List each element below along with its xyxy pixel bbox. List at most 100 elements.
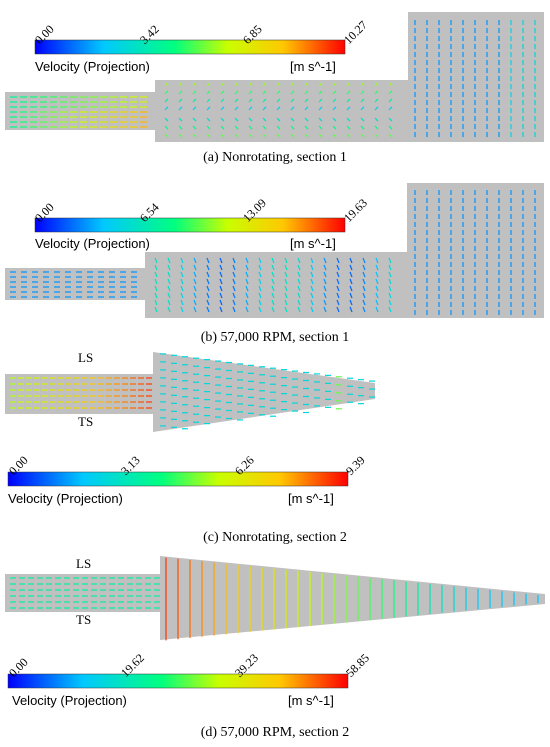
velocity-vector xyxy=(206,306,210,313)
velocity-vector xyxy=(219,271,223,278)
velocity-vector xyxy=(318,133,323,138)
velocity-vector xyxy=(290,82,295,87)
velocity-vector xyxy=(220,125,225,130)
velocity-vector xyxy=(206,98,211,103)
velocity-vector xyxy=(164,98,169,103)
velocity-vector xyxy=(234,133,239,138)
velocity-vector xyxy=(284,271,288,278)
velocity-vector xyxy=(180,278,184,285)
velocity-vector xyxy=(362,264,366,271)
velocity-vector xyxy=(232,278,236,285)
velocity-vector xyxy=(297,285,301,292)
velocity-vector xyxy=(206,285,210,292)
velocity-vector xyxy=(375,306,379,313)
velocity-vector xyxy=(362,306,366,313)
velocity-vector xyxy=(336,299,340,306)
velocity-vector xyxy=(206,82,211,87)
velocity-vector xyxy=(192,82,197,87)
velocity-vector xyxy=(284,285,288,292)
velocity-vector xyxy=(234,117,239,122)
velocity-vector xyxy=(271,306,275,313)
velocity-vector xyxy=(388,106,393,111)
velocity-vector xyxy=(297,306,301,313)
velocity-vector xyxy=(245,264,249,271)
velocity-vector xyxy=(323,271,327,278)
velocity-vector xyxy=(206,90,211,95)
velocity-vector xyxy=(164,82,169,87)
velocity-vector xyxy=(192,98,197,103)
velocity-vector xyxy=(271,285,275,292)
velocity-vector xyxy=(336,264,340,271)
velocity-vector xyxy=(192,117,197,122)
velocity-vector xyxy=(290,90,295,95)
velocity-vector xyxy=(164,117,169,122)
velocity-vector xyxy=(193,257,197,264)
velocity-vector xyxy=(304,106,309,111)
velocity-vector xyxy=(248,133,253,138)
velocity-vector xyxy=(232,306,236,313)
velocity-vector xyxy=(271,257,275,264)
velocity-vector xyxy=(154,306,158,313)
velocity-vector xyxy=(206,106,211,111)
velocity-vector xyxy=(276,133,281,138)
velocity-vector xyxy=(318,125,323,130)
velocity-vector xyxy=(336,271,340,278)
velocity-vector xyxy=(375,285,379,292)
velocity-vector xyxy=(323,278,327,285)
velocity-vector xyxy=(374,82,379,87)
velocity-vector xyxy=(388,82,393,87)
velocity-vector xyxy=(271,271,275,278)
velocity-vector xyxy=(245,257,249,264)
velocity-vector xyxy=(258,299,262,306)
velocity-vector xyxy=(219,299,223,306)
velocity-vector xyxy=(318,117,323,122)
velocity-vector xyxy=(245,271,249,278)
colorbar-b xyxy=(34,217,346,233)
velocity-vector xyxy=(349,264,353,271)
velocity-vector xyxy=(332,82,337,87)
velocity-vector xyxy=(332,106,337,111)
velocity-vector xyxy=(349,271,353,278)
velocity-vector xyxy=(164,125,169,130)
velocity-vector xyxy=(193,306,197,313)
caption-a: (a) Nonrotating, section 1 xyxy=(203,150,347,165)
velocity-vector xyxy=(164,106,169,111)
velocity-vector xyxy=(167,292,171,299)
colorbar-unit-d: [m s^-1] xyxy=(288,693,334,708)
velocity-vector xyxy=(349,306,353,313)
velocity-vector xyxy=(219,278,223,285)
velocity-vector xyxy=(206,264,210,271)
velocity-vector xyxy=(290,125,295,130)
colorbar-label-d: Velocity (Projection) xyxy=(12,693,127,708)
colorbar-unit-a: [m s^-1] xyxy=(290,59,336,74)
velocity-vector xyxy=(375,271,379,278)
velocity-vector xyxy=(374,133,379,138)
velocity-vector xyxy=(310,292,314,299)
velocity-vector xyxy=(332,125,337,130)
velocity-vector xyxy=(336,292,340,299)
velocity-vector xyxy=(154,264,158,271)
colorbar-a xyxy=(34,39,346,55)
velocity-vector xyxy=(167,271,171,278)
velocity-vector xyxy=(284,292,288,299)
velocity-vector xyxy=(297,257,301,264)
velocity-vector xyxy=(323,299,327,306)
velocity-vector xyxy=(290,98,295,103)
velocity-vector xyxy=(388,90,393,95)
velocity-vector xyxy=(193,285,197,292)
velocity-vector xyxy=(180,257,184,264)
velocity-vector xyxy=(346,106,351,111)
velocity-vector xyxy=(248,117,253,122)
velocity-vector xyxy=(219,292,223,299)
velocity-vector xyxy=(318,106,323,111)
velocity-vector xyxy=(374,117,379,122)
velocity-vector xyxy=(180,306,184,313)
velocity-vector xyxy=(262,98,267,103)
velocity-vector xyxy=(362,278,366,285)
side-label-ts-c: TS xyxy=(78,414,94,429)
velocity-vector xyxy=(234,98,239,103)
velocity-vector xyxy=(180,292,184,299)
velocity-vector xyxy=(323,306,327,313)
velocity-vector xyxy=(346,133,351,138)
